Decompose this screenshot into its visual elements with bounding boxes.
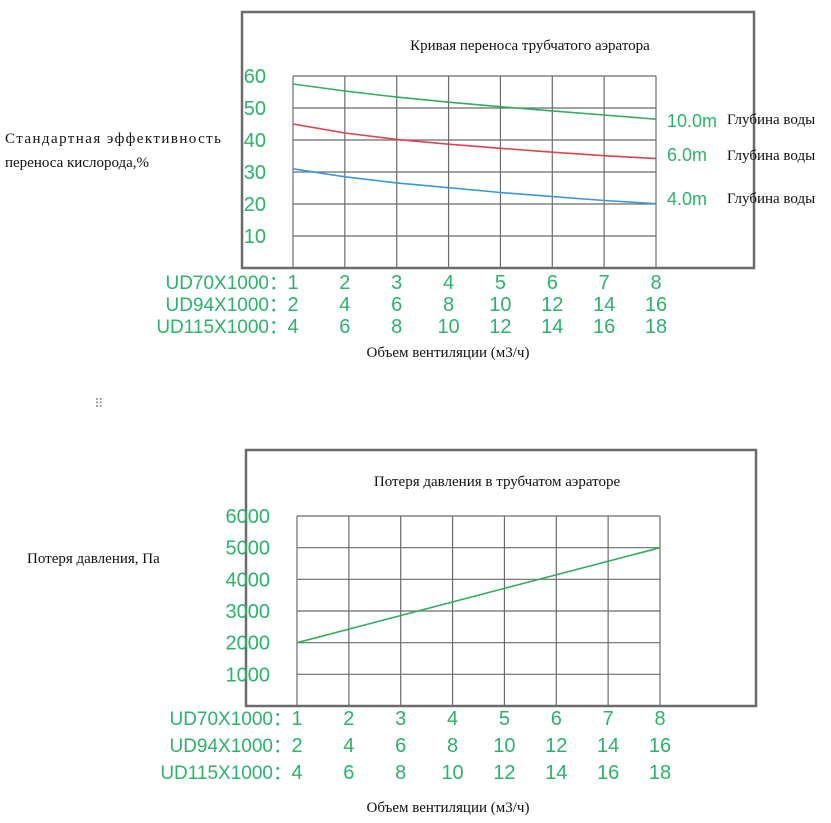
chart2-y-ticks: 6000 5000 4000 3000 2000 1000 [226,506,271,686]
series-line [296,546,661,644]
x-tick-label: 3 [395,708,406,730]
chart1-y-ticks: 60 50 40 30 20 10 [244,66,266,248]
drag-handle-icon[interactable]: ⠿ [94,397,103,412]
x-tick-label: 3 [391,272,402,294]
x-tick-label: 4 [339,294,350,316]
x-tick-label: 7 [599,272,610,294]
series-line [292,83,657,120]
oxygen-transfer-chart: Кривая переноса трубчатого аэратора 60 50… [5,10,815,361]
x-tick-label: 8 [443,294,454,316]
x-tick-label: 4 [447,708,458,730]
x-row-label: UD70X1000： [165,273,288,294]
x-tick-label: 7 [603,708,614,730]
chart1-grid [292,75,657,268]
legend-depth-label: Глубина воды [727,112,815,128]
x-tick-label: 5 [499,708,510,730]
x-tick-label: 5 [495,272,506,294]
y-tick-label: 4000 [226,569,271,591]
legend-depth-value: 6.0m [667,145,707,165]
y-tick-label: 3000 [226,601,271,623]
chart2-grid [296,515,661,706]
x-tick-label: 12 [493,762,515,784]
chart2-ylabel: Потеря давления, Па [27,551,160,567]
x-tick-label: 6 [391,294,402,316]
x-tick-label: 4 [287,316,298,338]
x-row-label: UD70X1000： [169,709,292,730]
x-row-label: UD94X1000： [165,295,288,316]
y-tick-label: 30 [244,162,266,184]
chart1-ylabel-line1: Стандартная эффективность [5,131,221,147]
x-tick-label: 4 [343,735,354,757]
x-tick-label: 6 [339,316,350,338]
series-line [292,168,657,205]
chart1-legend: 10.0m Глубина воды 6.0m Глубина воды 4.0m Глу… [667,111,815,209]
y-tick-label: 60 [244,66,266,88]
x-tick-label: 8 [447,735,458,757]
y-tick-label: 50 [244,98,266,120]
x-tick-label: 8 [650,272,661,294]
x-tick-label: 6 [343,762,354,784]
y-tick-label: 10 [244,226,266,248]
x-tick-label: 4 [291,762,302,784]
x-tick-label: 1 [291,708,302,730]
x-tick-label: 6 [547,272,558,294]
x-tick-label: 10 [489,294,511,316]
y-tick-label: 20 [244,194,266,216]
x-tick-label: 1 [287,272,298,294]
x-tick-label: 14 [597,735,619,757]
x-tick-label: 16 [645,294,667,316]
x-tick-label: 14 [593,294,615,316]
chart2-frame [244,448,758,708]
y-tick-label: 1000 [226,664,271,686]
chart2-title: Потеря давления в трубчатом аэраторе [374,474,621,490]
chart1-title: Кривая переноса трубчатого аэратора [410,38,650,54]
x-tick-label: 8 [395,762,406,784]
y-tick-label: 5000 [226,538,271,560]
x-tick-label: 12 [541,294,563,316]
x-tick-label: 16 [649,735,671,757]
legend-depth-label: Глубина воды [727,191,815,207]
x-row-label: UD115X1000： [156,317,288,338]
x-row-label: UD94X1000： [169,736,292,757]
chart2-series-lines [296,546,661,644]
x-tick-label: 12 [489,316,511,338]
series-line [292,123,657,160]
chart1-ylabel-line2: переноса кислорода,% [5,155,149,171]
x-tick-label: 14 [545,762,567,784]
x-tick-label: 8 [391,316,402,338]
x-row-label: UD115X1000： [160,763,292,784]
x-tick-label: 18 [645,316,667,338]
x-tick-label: 6 [395,735,406,757]
chart2-xlabel: Объем вентиляции (м3/ч) [367,800,530,816]
x-tick-label: 2 [343,708,354,730]
x-tick-label: 2 [291,735,302,757]
x-tick-label: 16 [593,316,615,338]
pressure-loss-chart: Потеря давления в трубчатом аэраторе 600… [27,448,758,816]
legend-depth-value: 10.0m [667,111,717,131]
x-tick-label: 10 [437,316,459,338]
chart1-xlabel: Объем вентиляции (м3/ч) [367,345,530,361]
chart1-series-lines [292,83,657,205]
x-tick-label: 10 [493,735,515,757]
y-tick-label: 2000 [226,633,271,655]
x-tick-label: 18 [649,762,671,784]
x-tick-label: 2 [287,294,298,316]
legend-depth-label: Глубина воды [727,148,815,164]
x-tick-label: 4 [443,272,454,294]
y-tick-label: 40 [244,130,266,152]
x-tick-label: 14 [541,316,563,338]
x-tick-label: 2 [339,272,350,294]
x-tick-label: 6 [551,708,562,730]
legend-depth-value: 4.0m [667,189,707,209]
x-tick-label: 10 [441,762,463,784]
x-tick-label: 12 [545,735,567,757]
y-tick-label: 6000 [226,506,271,528]
x-tick-label: 16 [597,762,619,784]
x-tick-label: 8 [654,708,665,730]
